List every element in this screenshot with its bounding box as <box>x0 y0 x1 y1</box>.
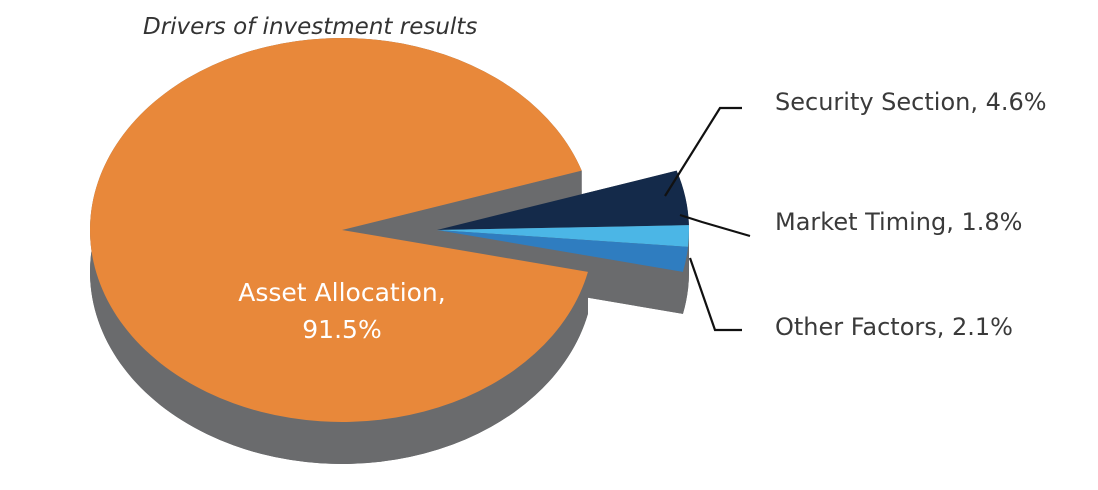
slice <box>437 225 689 247</box>
slice <box>437 170 689 230</box>
slice-label: Other Factors, 2.1% <box>775 313 1013 341</box>
slice <box>90 37 588 422</box>
chart-title: Drivers of investment results <box>143 14 478 40</box>
leader-line <box>679 213 751 238</box>
leader-line <box>688 257 742 332</box>
slice-label: Market Timing, 1.8% <box>775 208 1023 236</box>
slice <box>437 230 689 272</box>
slice-label: Asset Allocation, 91.5% <box>238 278 446 344</box>
slice-label: Security Section, 4.6% <box>775 88 1047 116</box>
leader-line <box>664 106 742 197</box>
